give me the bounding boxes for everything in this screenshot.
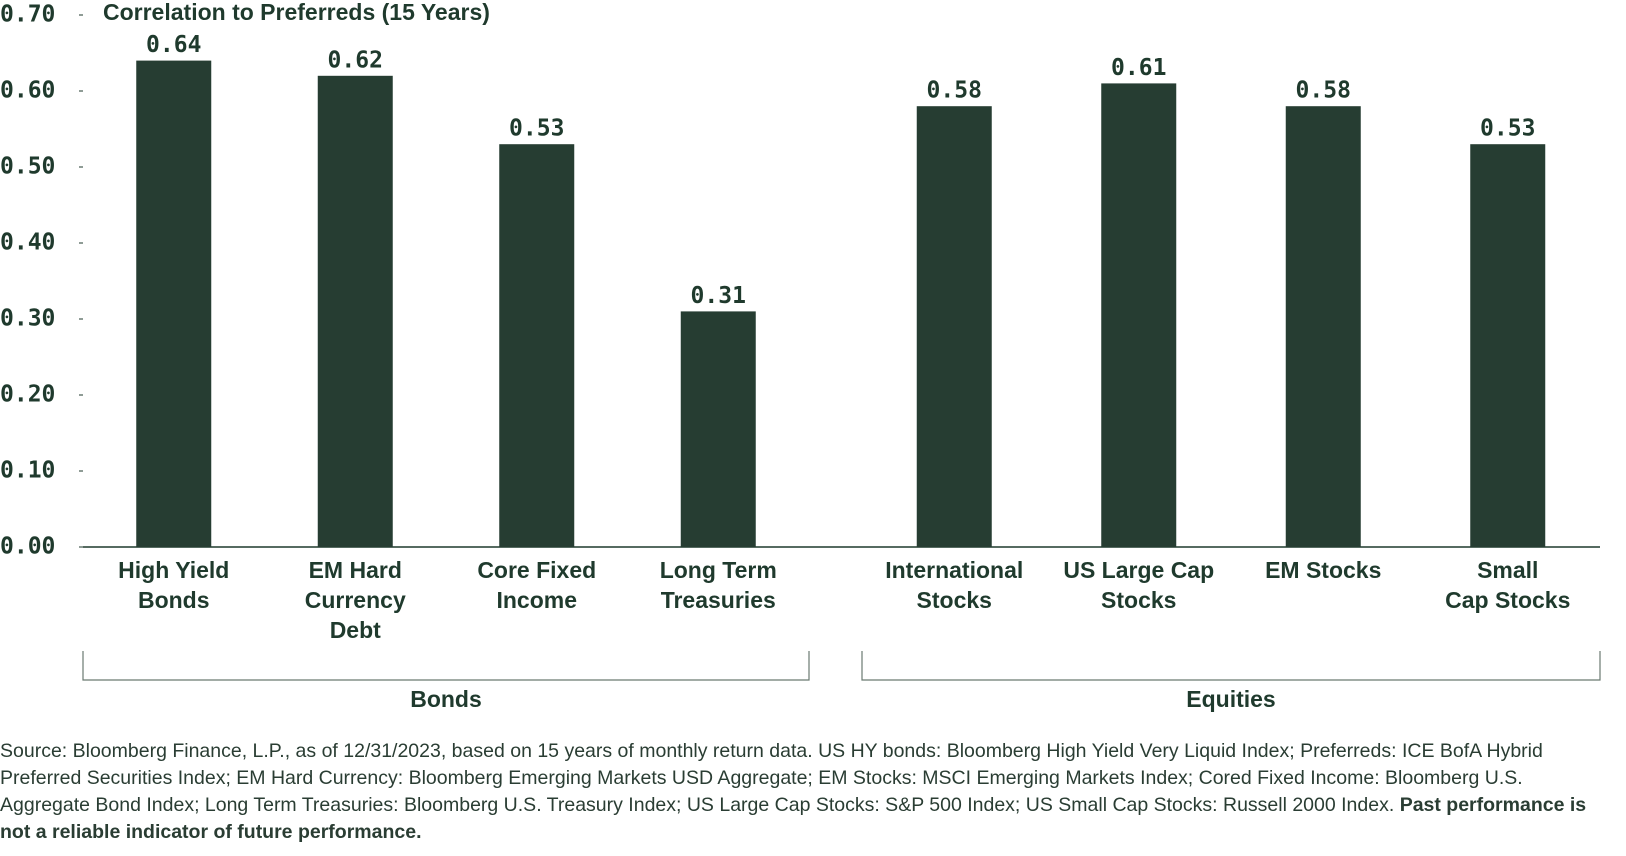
group-label: Equities [1186, 686, 1275, 712]
x-tick-label: Treasuries [661, 587, 776, 613]
footnote-emphasis: Past performance is not a reliable indic… [0, 794, 1587, 843]
value-label: 0.61 [1111, 55, 1166, 81]
group-bracket [861, 651, 1601, 681]
chart-title: Correlation to Preferreds (15 Years) [103, 0, 490, 25]
x-tick-label: Income [496, 587, 577, 613]
x-tick-label: Core Fixed [477, 557, 596, 583]
value-label: 0.58 [1296, 78, 1351, 104]
y-tick-label: 0.70 [0, 2, 55, 28]
y-tick-label: 0.10 [0, 458, 55, 484]
value-label: 0.53 [509, 116, 564, 142]
bar [916, 106, 992, 547]
x-tick-label: Currency [305, 587, 406, 613]
bar [136, 60, 212, 547]
x-tick-label: High Yield [118, 557, 229, 583]
footnote: Source: Bloomberg Finance, L.P., as of 1… [0, 738, 1600, 846]
chart: Correlation to Preferreds (15 Years) 0.0… [0, 0, 1601, 712]
value-label: 0.31 [691, 283, 746, 309]
value-label: 0.64 [146, 32, 201, 58]
value-label: 0.53 [1480, 116, 1535, 142]
x-tick-label: Bonds [138, 587, 210, 613]
y-tick-label: 0.40 [0, 230, 55, 256]
y-tick-label: 0.00 [0, 534, 55, 560]
bar [680, 311, 756, 547]
y-tick-label: 0.50 [0, 154, 55, 180]
x-tick-label: Cap Stocks [1445, 587, 1570, 613]
y-tick-label: 0.20 [0, 382, 55, 408]
bar [1101, 83, 1177, 548]
x-tick-label: US Large Cap [1063, 557, 1214, 583]
value-label: 0.58 [927, 78, 982, 104]
x-tick-label: Small [1477, 557, 1538, 583]
y-tick-label: 0.60 [0, 78, 55, 104]
bar [1470, 144, 1546, 547]
x-tick-label: International [885, 557, 1023, 583]
bar [317, 75, 393, 548]
x-tick-label: EM Hard [309, 557, 402, 583]
y-tick-label: 0.30 [0, 306, 55, 332]
value-label: 0.62 [328, 47, 383, 73]
bar [499, 144, 575, 547]
x-tick-label: Stocks [917, 587, 992, 613]
x-tick-label: EM Stocks [1265, 557, 1381, 583]
footnote-text: Source: Bloomberg Finance, L.P., as of 1… [0, 740, 1543, 816]
bar [1285, 106, 1361, 547]
x-tick-label: Debt [330, 617, 381, 643]
x-tick-label: Long Term [660, 557, 777, 583]
x-tick-label: Stocks [1101, 587, 1176, 613]
group-bracket [82, 651, 810, 681]
group-label: Bonds [410, 686, 482, 712]
